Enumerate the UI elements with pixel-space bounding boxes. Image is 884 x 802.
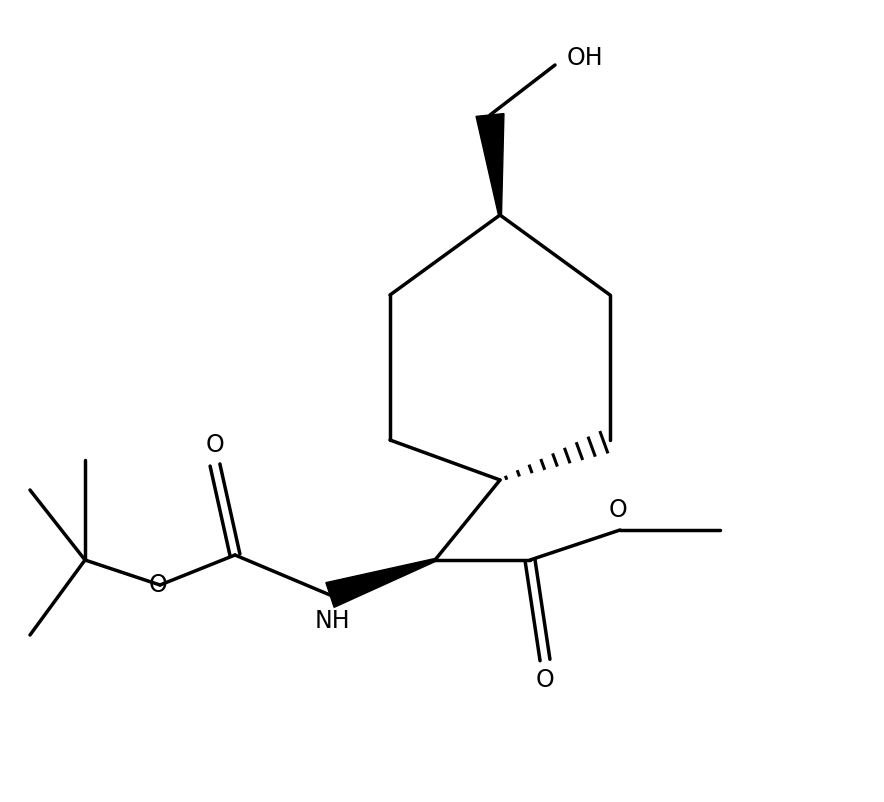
Text: O: O <box>206 433 225 457</box>
Text: OH: OH <box>567 46 604 70</box>
Text: NH: NH <box>314 609 350 633</box>
Text: O: O <box>608 498 628 522</box>
Text: O: O <box>149 573 167 597</box>
Polygon shape <box>326 558 436 607</box>
Polygon shape <box>476 114 504 215</box>
Text: O: O <box>536 668 554 692</box>
